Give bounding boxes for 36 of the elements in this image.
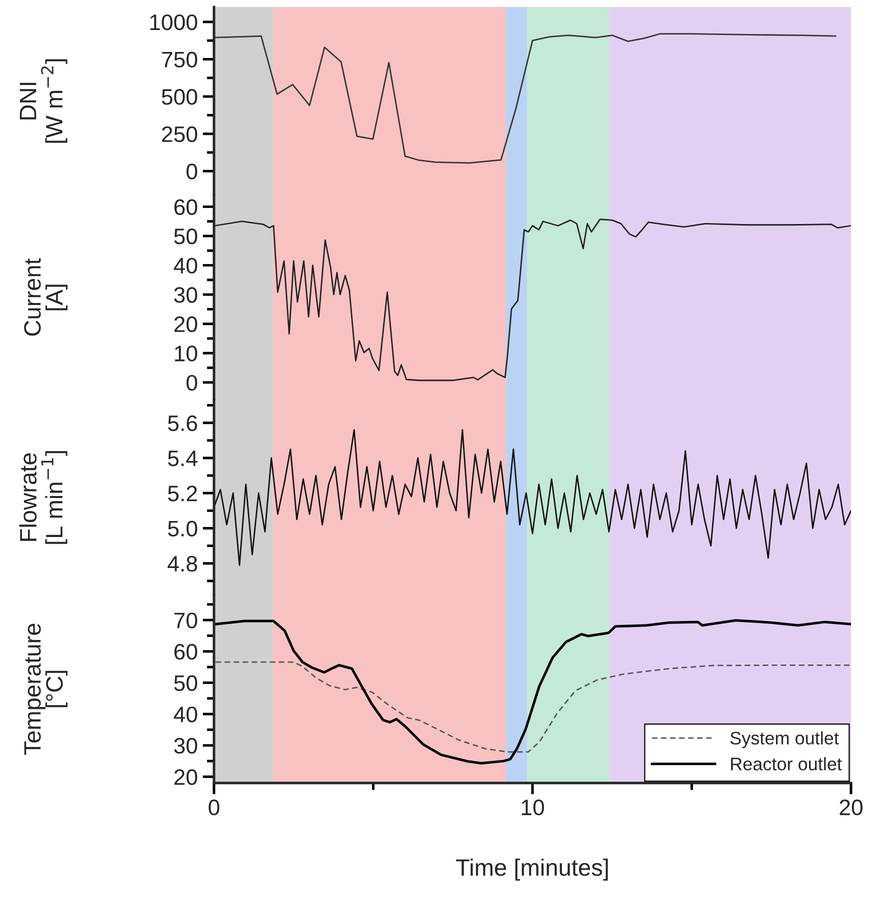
y-tick-label: 30	[174, 287, 198, 303]
y-tick-label: 50	[174, 228, 198, 244]
y-axis-title: Flowrate [L min$^{−1}$]	[19, 451, 68, 544]
y-tick-label: 4.8	[168, 556, 198, 572]
y-tick-label: 60	[174, 644, 198, 660]
y-tick-label: 0	[186, 374, 198, 391]
y-tick-label: 40	[174, 706, 198, 722]
x-tick-label: 0	[208, 800, 220, 816]
y-tick-label: 70	[174, 612, 198, 628]
y-tick-label: 0	[186, 164, 198, 180]
y-tick-label: 10	[175, 346, 198, 362]
line-series	[214, 661, 851, 753]
y-tick-label: 40	[174, 258, 198, 274]
y-axis-title: Temperature [°C]	[24, 624, 68, 755]
y-tick-label: 1000	[150, 14, 198, 30]
line-series	[214, 33, 836, 164]
y-tick-label: 750	[162, 52, 198, 68]
y-tick-label: 30	[174, 738, 198, 754]
x-axis-title: Time [minutes]	[456, 858, 608, 881]
y-tick-label: 20	[174, 316, 198, 332]
y-tick-label: 5.6	[168, 415, 198, 432]
y-axis-title: DNI [W m$^{−2}$]	[20, 59, 68, 143]
legend-label: Reactor outlet	[731, 757, 842, 770]
legend-label: System outlet	[730, 731, 839, 748]
y-tick-label: 5.4	[168, 450, 198, 466]
y-tick-label: 500	[162, 89, 198, 105]
x-tick-label: 10	[522, 800, 544, 816]
line-series	[214, 429, 851, 566]
y-tick-label: 5.2	[168, 486, 197, 502]
y-tick-label: 20	[174, 769, 198, 786]
y-tick-label: 250	[162, 126, 198, 142]
y-tick-label: 50	[174, 675, 198, 692]
y-tick-label: 60	[174, 199, 198, 215]
x-tick-label: 20	[840, 800, 862, 816]
y-tick-label: 5.0	[168, 520, 198, 537]
y-axis-title: Current [A]	[24, 258, 68, 336]
